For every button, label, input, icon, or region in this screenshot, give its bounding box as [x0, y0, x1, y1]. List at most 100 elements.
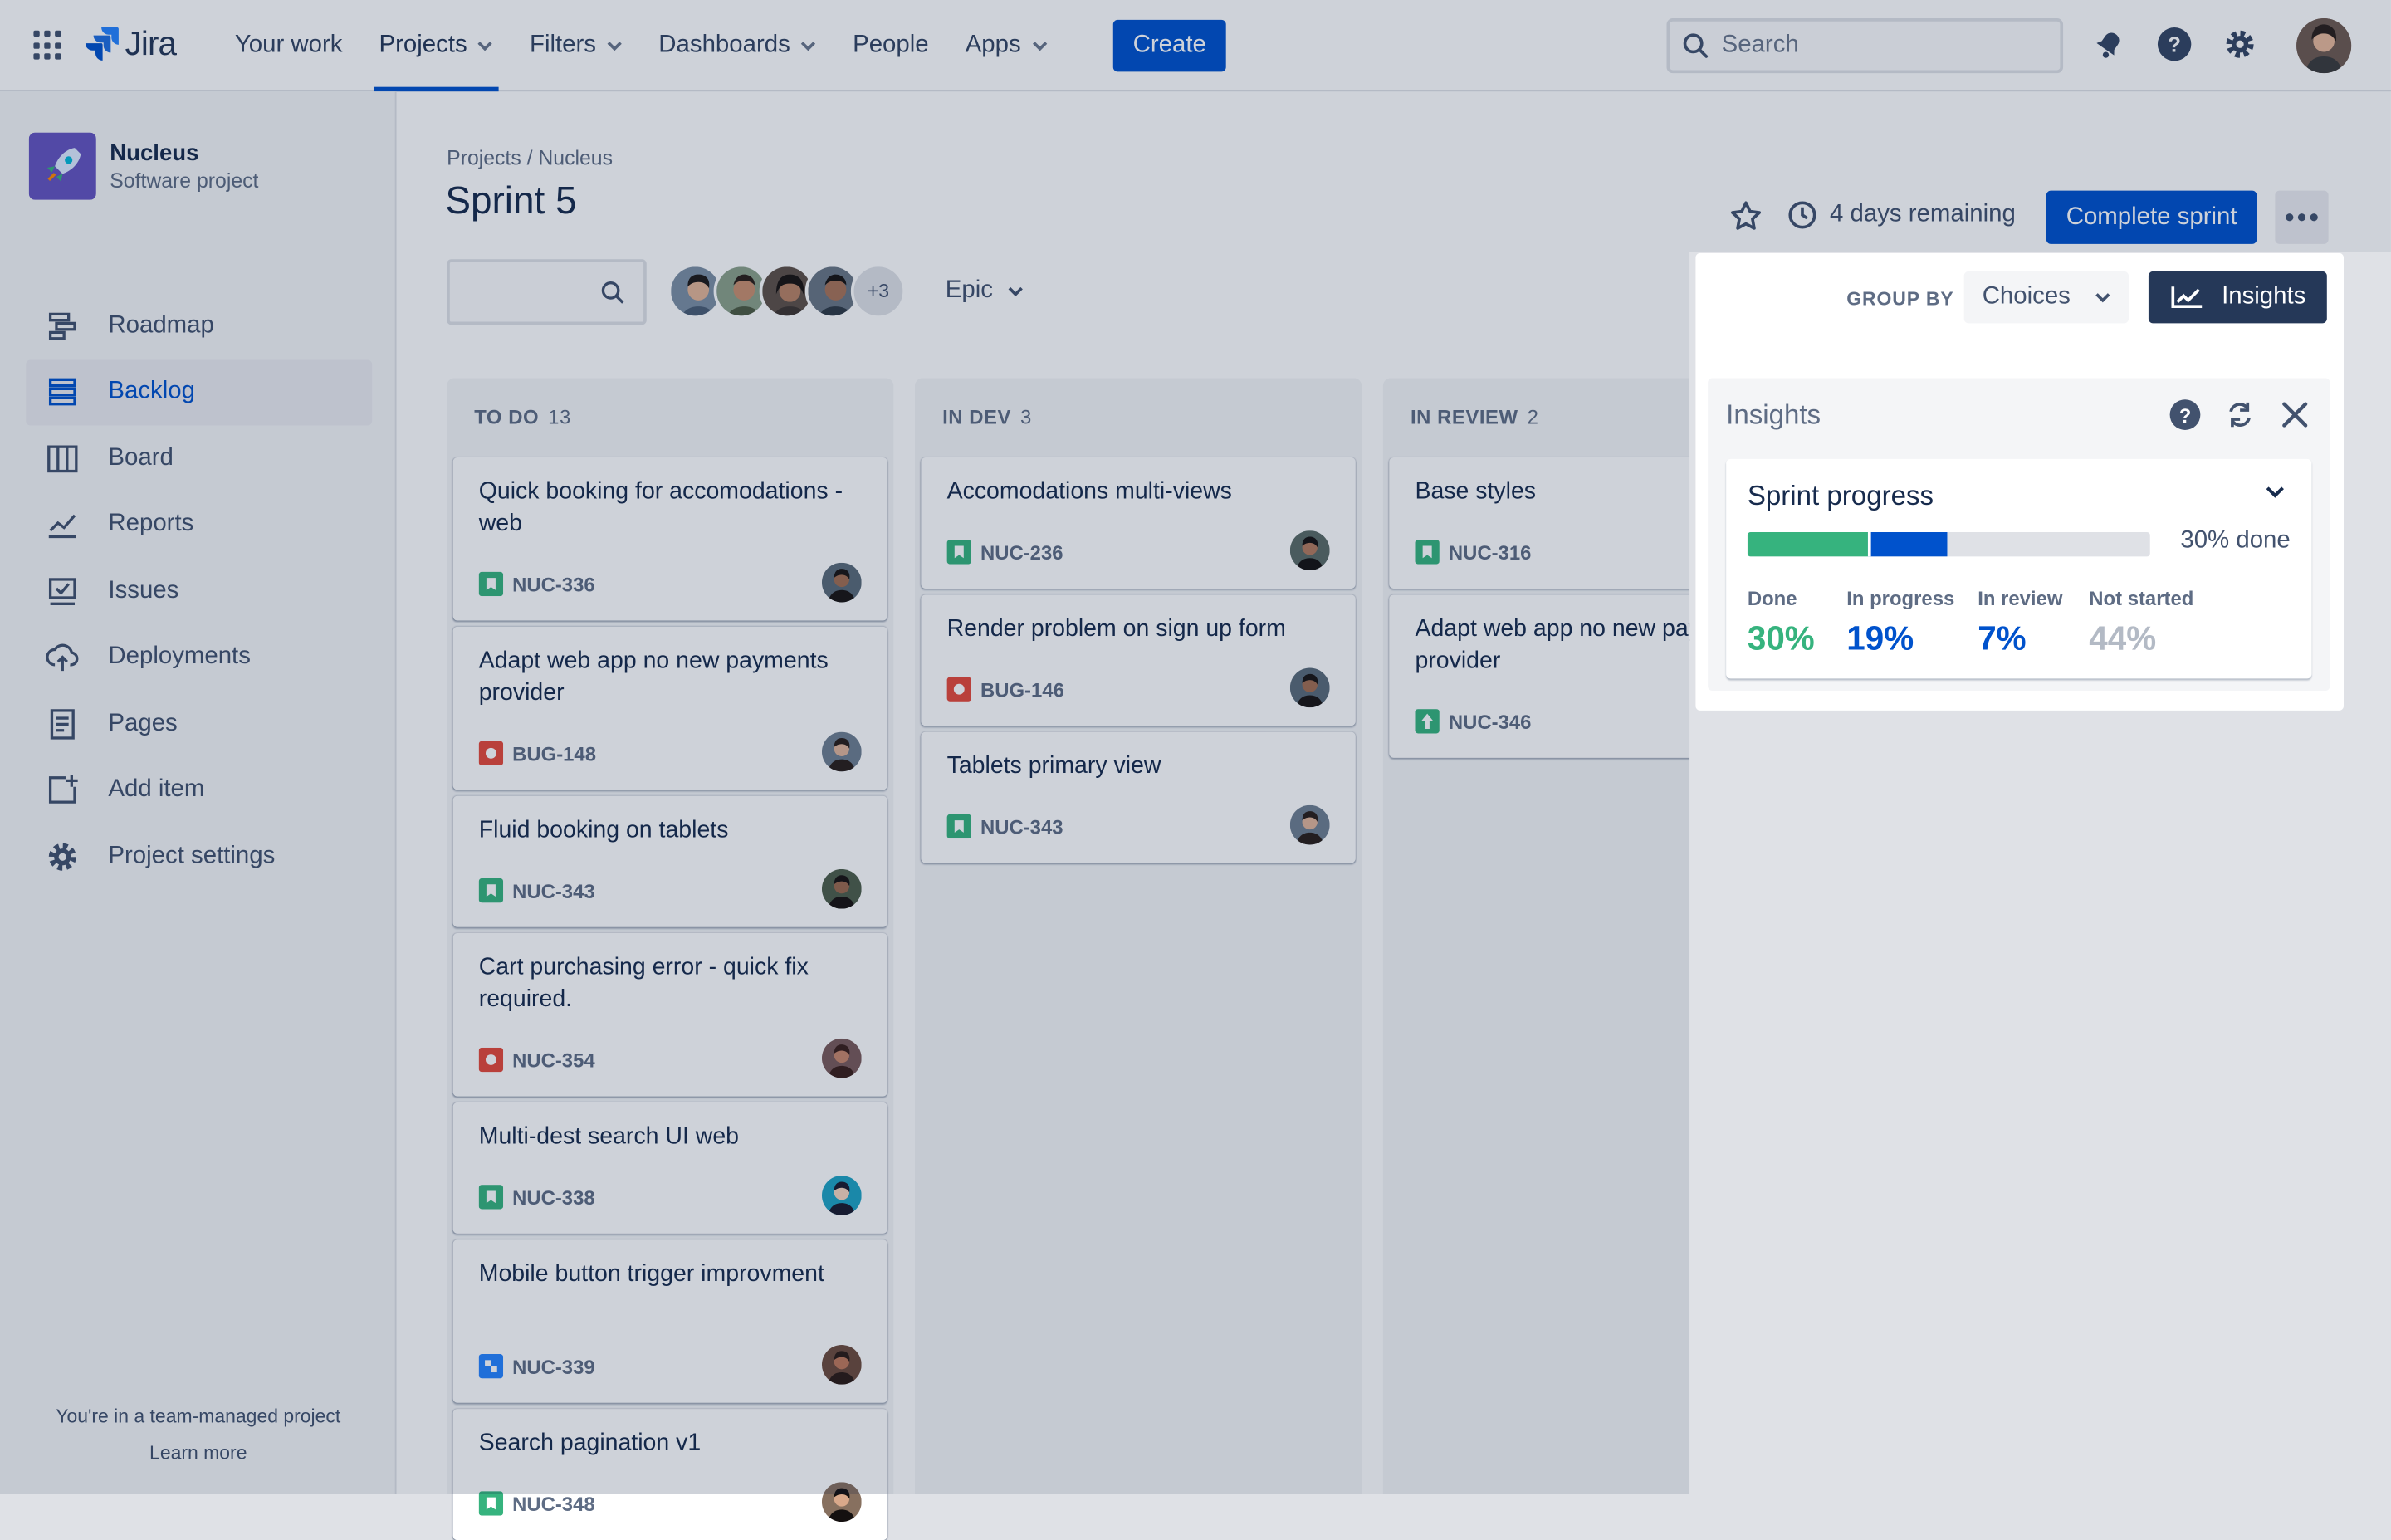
project-header[interactable]: Nucleus Software project [28, 132, 258, 200]
sidebar-item-roadmap[interactable]: Roadmap [26, 293, 372, 359]
bug-type-icon [478, 741, 504, 766]
sidebar-item-pages[interactable]: Pages [26, 691, 372, 757]
learn-more-link[interactable]: Learn more [149, 1442, 247, 1464]
help-icon[interactable]: ? [2169, 398, 2202, 431]
nav-projects[interactable]: Projects [360, 0, 511, 92]
stat-label: Not started [2089, 587, 2194, 610]
search-icon [1683, 33, 1709, 58]
issues-icon [44, 573, 81, 609]
group-by-label: GROUP BY [1846, 288, 1954, 310]
epic-filter-dropdown[interactable]: Epic [946, 277, 1024, 305]
more-assignees[interactable]: +3 [850, 263, 906, 319]
avatar[interactable] [804, 263, 860, 319]
create-button[interactable]: Create [1112, 19, 1226, 72]
assignee-avatar[interactable] [1289, 804, 1330, 845]
column-title: TO DO [474, 405, 540, 429]
card-title: Cart purchasing error - quick fix requir… [478, 954, 809, 1012]
nav-people[interactable]: People [834, 0, 947, 91]
refresh-icon[interactable] [2223, 398, 2257, 431]
chevron-down-icon [478, 41, 493, 51]
issue-card[interactable]: Cart purchasing error - quick fix requir… [452, 933, 887, 1097]
story-type-icon [478, 571, 504, 597]
assignee-avatar[interactable] [821, 1344, 862, 1385]
issue-card[interactable]: Search pagination v1 NUC-348 [452, 1409, 887, 1540]
jira-logo[interactable]: Jira [85, 24, 177, 64]
issue-card[interactable]: Quick booking for accomodations - web NUC… [452, 457, 887, 621]
nav-filters[interactable]: Filters [511, 0, 640, 91]
help-icon[interactable]: ? [2154, 24, 2194, 64]
sprint-progress-card: Sprint progress 30% done Done 30% In progr… [1726, 458, 2312, 679]
profile-avatar[interactable] [2296, 18, 2352, 74]
backlog-icon [44, 374, 81, 410]
card-meta: NUC-338 [478, 1185, 595, 1210]
app-switcher-icon[interactable] [33, 30, 64, 61]
issue-key: BUG-148 [512, 741, 597, 765]
search-input[interactable]: Search [1666, 18, 2064, 74]
insights-panel-title: Insights [1726, 399, 1821, 430]
add-item-icon [44, 772, 81, 809]
group-by-value: Choices [1982, 283, 2071, 310]
assignee-avatar[interactable] [1289, 667, 1330, 708]
breadcrumb[interactable]: Projects / Nucleus [447, 146, 613, 169]
column-count: 13 [548, 405, 571, 429]
sidebar-item-reports[interactable]: Reports [26, 491, 372, 558]
card-title: Mobile button trigger improvment [478, 1260, 824, 1288]
board-search-input[interactable] [447, 259, 647, 325]
issue-key: NUC-336 [512, 572, 595, 596]
assignee-avatar[interactable] [821, 1176, 862, 1215]
insights-popup: GROUP BY Choices Insights Insights ? Spr… [1695, 252, 2345, 711]
chevron-down-icon[interactable] [2266, 486, 2284, 499]
nav-apps[interactable]: Apps [947, 0, 1065, 91]
issue-card[interactable]: Render problem on sign up form BUG-146 [921, 594, 1356, 726]
insights-button[interactable]: Insights [2148, 271, 2328, 324]
insights-panel: Insights ? Sprint progress 30% done Done… [1708, 378, 2330, 692]
issue-card[interactable]: Fluid booking on tablets NUC-343 [452, 795, 887, 927]
card-meta: NUC-236 [946, 540, 1063, 565]
sidebar-item-deployments[interactable]: Deployments [26, 624, 372, 691]
issue-key: NUC-354 [512, 1048, 595, 1072]
issue-card[interactable]: Adapt web app no new payments provider BU… [452, 626, 887, 790]
sidebar-item-label: Reports [108, 511, 194, 537]
avatar[interactable] [759, 263, 814, 319]
logo-text: Jira [125, 24, 177, 63]
complete-sprint-button[interactable]: Complete sprint [2046, 190, 2257, 244]
days-remaining: 4 days remaining [1787, 200, 2016, 231]
assignee-avatar[interactable] [1289, 530, 1330, 570]
sidebar-item-issues[interactable]: Issues [26, 558, 372, 624]
avatar[interactable] [667, 263, 723, 319]
nav-your-work[interactable]: Your work [217, 0, 361, 91]
nav-label: Dashboards [658, 32, 790, 58]
notifications-icon[interactable] [2089, 24, 2129, 64]
nav-dashboards[interactable]: Dashboards [640, 0, 834, 91]
star-icon[interactable] [1729, 200, 1763, 242]
sidebar-item-board[interactable]: Board [26, 425, 372, 491]
svg-text:?: ? [2179, 405, 2192, 428]
issue-key: NUC-236 [980, 540, 1063, 564]
sidebar-menu: Roadmap Backlog Board Reports Issues Deployme… [26, 293, 373, 890]
assignee-avatar[interactable] [821, 868, 862, 909]
close-icon[interactable] [2278, 398, 2311, 431]
issue-key: NUC-343 [512, 878, 595, 902]
settings-icon[interactable] [2220, 24, 2260, 64]
sidebar-item-project-settings[interactable]: Project settings [26, 824, 372, 890]
assignee-avatar[interactable] [821, 1038, 862, 1078]
issue-key: NUC-348 [512, 1492, 595, 1515]
group-by-dropdown[interactable]: Choices [1963, 271, 2129, 324]
assignee-avatar[interactable] [821, 731, 862, 772]
pages-icon [44, 706, 81, 742]
assignee-avatar[interactable] [821, 562, 862, 603]
more-actions-button[interactable] [2275, 190, 2329, 244]
sidebar-item-add-item[interactable]: Add item [26, 757, 372, 824]
issue-card[interactable]: Tablets primary view NUC-343 [921, 731, 1356, 863]
card-title: Base styles [1415, 478, 1537, 505]
sidebar-item-label: Pages [108, 710, 178, 736]
svg-text:?: ? [2168, 33, 2181, 56]
stat-value: 7% [1978, 618, 2027, 658]
issue-card[interactable]: Mobile button trigger improvment NUC-339 [452, 1239, 887, 1403]
sidebar-item-backlog[interactable]: Backlog [26, 359, 373, 426]
issue-card[interactable]: Accomodations multi-views NUC-236 [921, 457, 1356, 589]
assignee-avatar[interactable] [821, 1482, 862, 1523]
reports-icon [44, 506, 81, 543]
project-sidebar: Nucleus Software project Roadmap Backlog B… [0, 91, 397, 1494]
issue-card[interactable]: Multi-dest search UI web NUC-338 [452, 1102, 887, 1234]
